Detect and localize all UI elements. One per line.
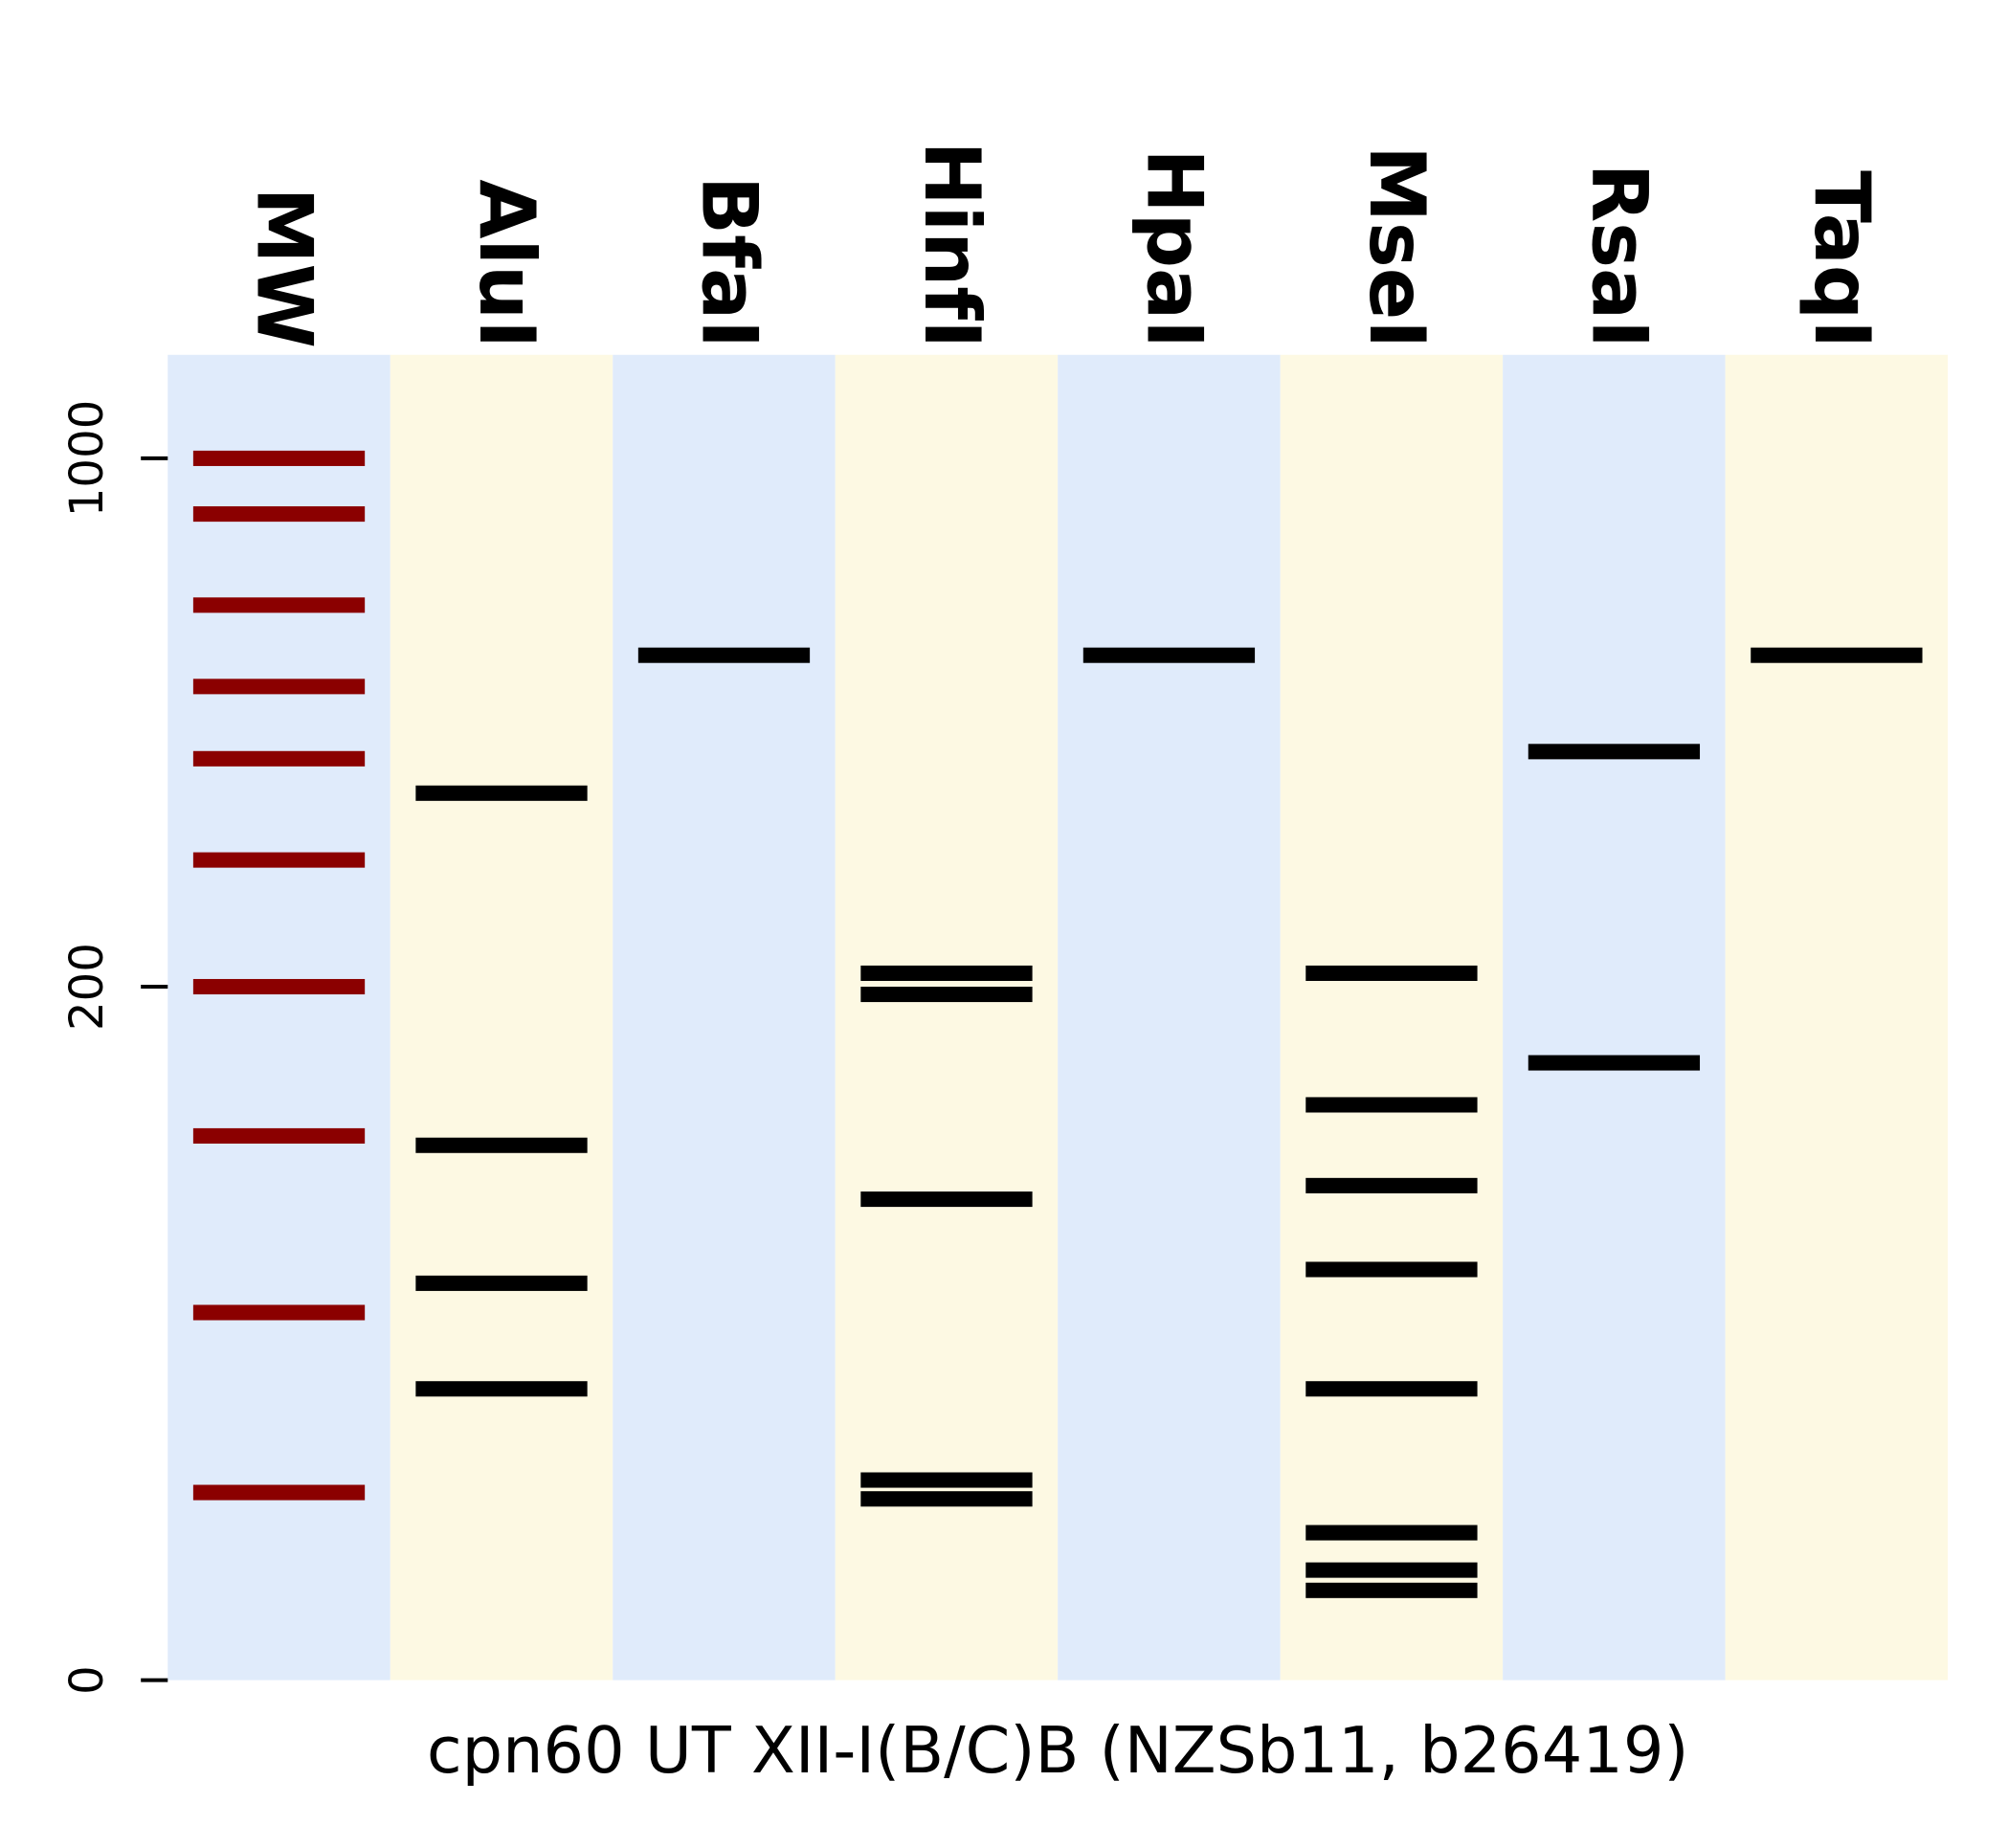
band <box>1305 1582 1478 1598</box>
lane <box>1058 354 1281 1681</box>
band <box>1082 647 1256 663</box>
band <box>637 647 811 663</box>
band <box>415 785 588 801</box>
band <box>192 1484 366 1501</box>
band <box>1528 1055 1701 1071</box>
band <box>192 506 366 523</box>
band <box>1305 1525 1478 1541</box>
band <box>1305 1562 1478 1578</box>
band <box>860 965 1033 981</box>
band <box>1305 1097 1478 1113</box>
chart-title: cpn60 UT XII-I(B/C)B (NZSb11, b26419) <box>427 1713 1689 1788</box>
lane <box>1280 354 1504 1681</box>
y-tick-label: 1000 <box>60 400 114 518</box>
band <box>1751 647 1923 663</box>
band <box>415 1381 588 1397</box>
band <box>860 1472 1033 1488</box>
band <box>415 1275 588 1291</box>
y-tick-label: 0 <box>60 1665 114 1695</box>
lane-label: AluI <box>462 179 552 348</box>
band <box>1305 1261 1478 1278</box>
lane-label: MW <box>240 188 330 348</box>
band <box>1305 965 1478 981</box>
band <box>415 1137 588 1153</box>
band <box>860 987 1033 1003</box>
lane <box>390 354 614 1681</box>
lane <box>1725 354 1949 1681</box>
band <box>860 1491 1033 1507</box>
lane <box>835 354 1059 1681</box>
lane-label: TaqI <box>1797 170 1887 348</box>
lane-label: BfaI <box>685 176 775 348</box>
band <box>192 750 366 767</box>
band <box>192 1127 366 1144</box>
band <box>192 597 366 613</box>
band <box>192 679 366 695</box>
band <box>860 1191 1033 1208</box>
band <box>1305 1381 1478 1397</box>
lane-label: RsaI <box>1574 163 1664 348</box>
lane-label: HpaI <box>1129 148 1219 348</box>
band <box>192 978 366 995</box>
lane-label: HinfI <box>907 141 997 348</box>
lane-label: MseI <box>1352 145 1442 348</box>
band <box>192 450 366 466</box>
y-tick-label: 200 <box>60 943 114 1031</box>
band <box>192 1304 366 1321</box>
lane <box>167 354 390 1681</box>
lane <box>613 354 836 1681</box>
band <box>192 852 366 868</box>
lane <box>1503 354 1726 1681</box>
band <box>1305 1177 1478 1193</box>
band <box>1528 744 1701 760</box>
